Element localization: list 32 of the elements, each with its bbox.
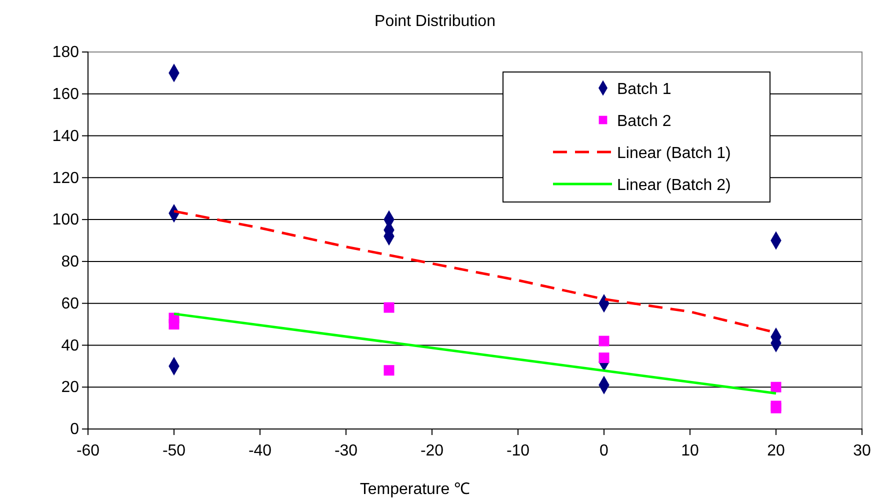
legend-label: Linear (Batch 1) [617, 145, 731, 162]
x-tick-label: 30 [853, 442, 871, 460]
y-tick-label: 20 [61, 379, 80, 396]
x-tick-label: -40 [248, 442, 272, 460]
legend-label: Linear (Batch 2) [617, 177, 731, 194]
y-tick-label: 180 [52, 44, 80, 62]
y-tick-label: 160 [52, 86, 80, 104]
y-tick-label: 60 [61, 295, 80, 312]
y-tick-label: 120 [52, 170, 80, 187]
x-tick-label: 10 [681, 442, 699, 460]
x-tick-label: -30 [334, 442, 358, 460]
point [598, 336, 610, 346]
x-tick-label: 0 [600, 442, 609, 460]
x-tick-label: -60 [76, 442, 100, 460]
x-axis-title: Temperature ℃ [360, 481, 470, 498]
y-tick-label: 80 [61, 254, 80, 271]
x-tick-label: -10 [506, 442, 530, 460]
point [384, 365, 394, 376]
y-tick-label: 100 [52, 212, 80, 229]
legend-label: Batch 2 [617, 113, 672, 130]
x-tick-label: -20 [420, 442, 444, 460]
point [598, 352, 610, 364]
point [384, 302, 394, 313]
chart-title: Point Distribution [374, 13, 496, 30]
legend-label: Batch 1 [617, 81, 672, 98]
x-tick-label: 20 [767, 442, 785, 460]
x-tick-label: -50 [162, 442, 186, 460]
point [770, 382, 782, 392]
y-tick-label: 0 [70, 421, 80, 438]
y-tick-label: 140 [52, 128, 80, 145]
y-tick-label: 40 [61, 337, 80, 354]
point [168, 319, 180, 330]
